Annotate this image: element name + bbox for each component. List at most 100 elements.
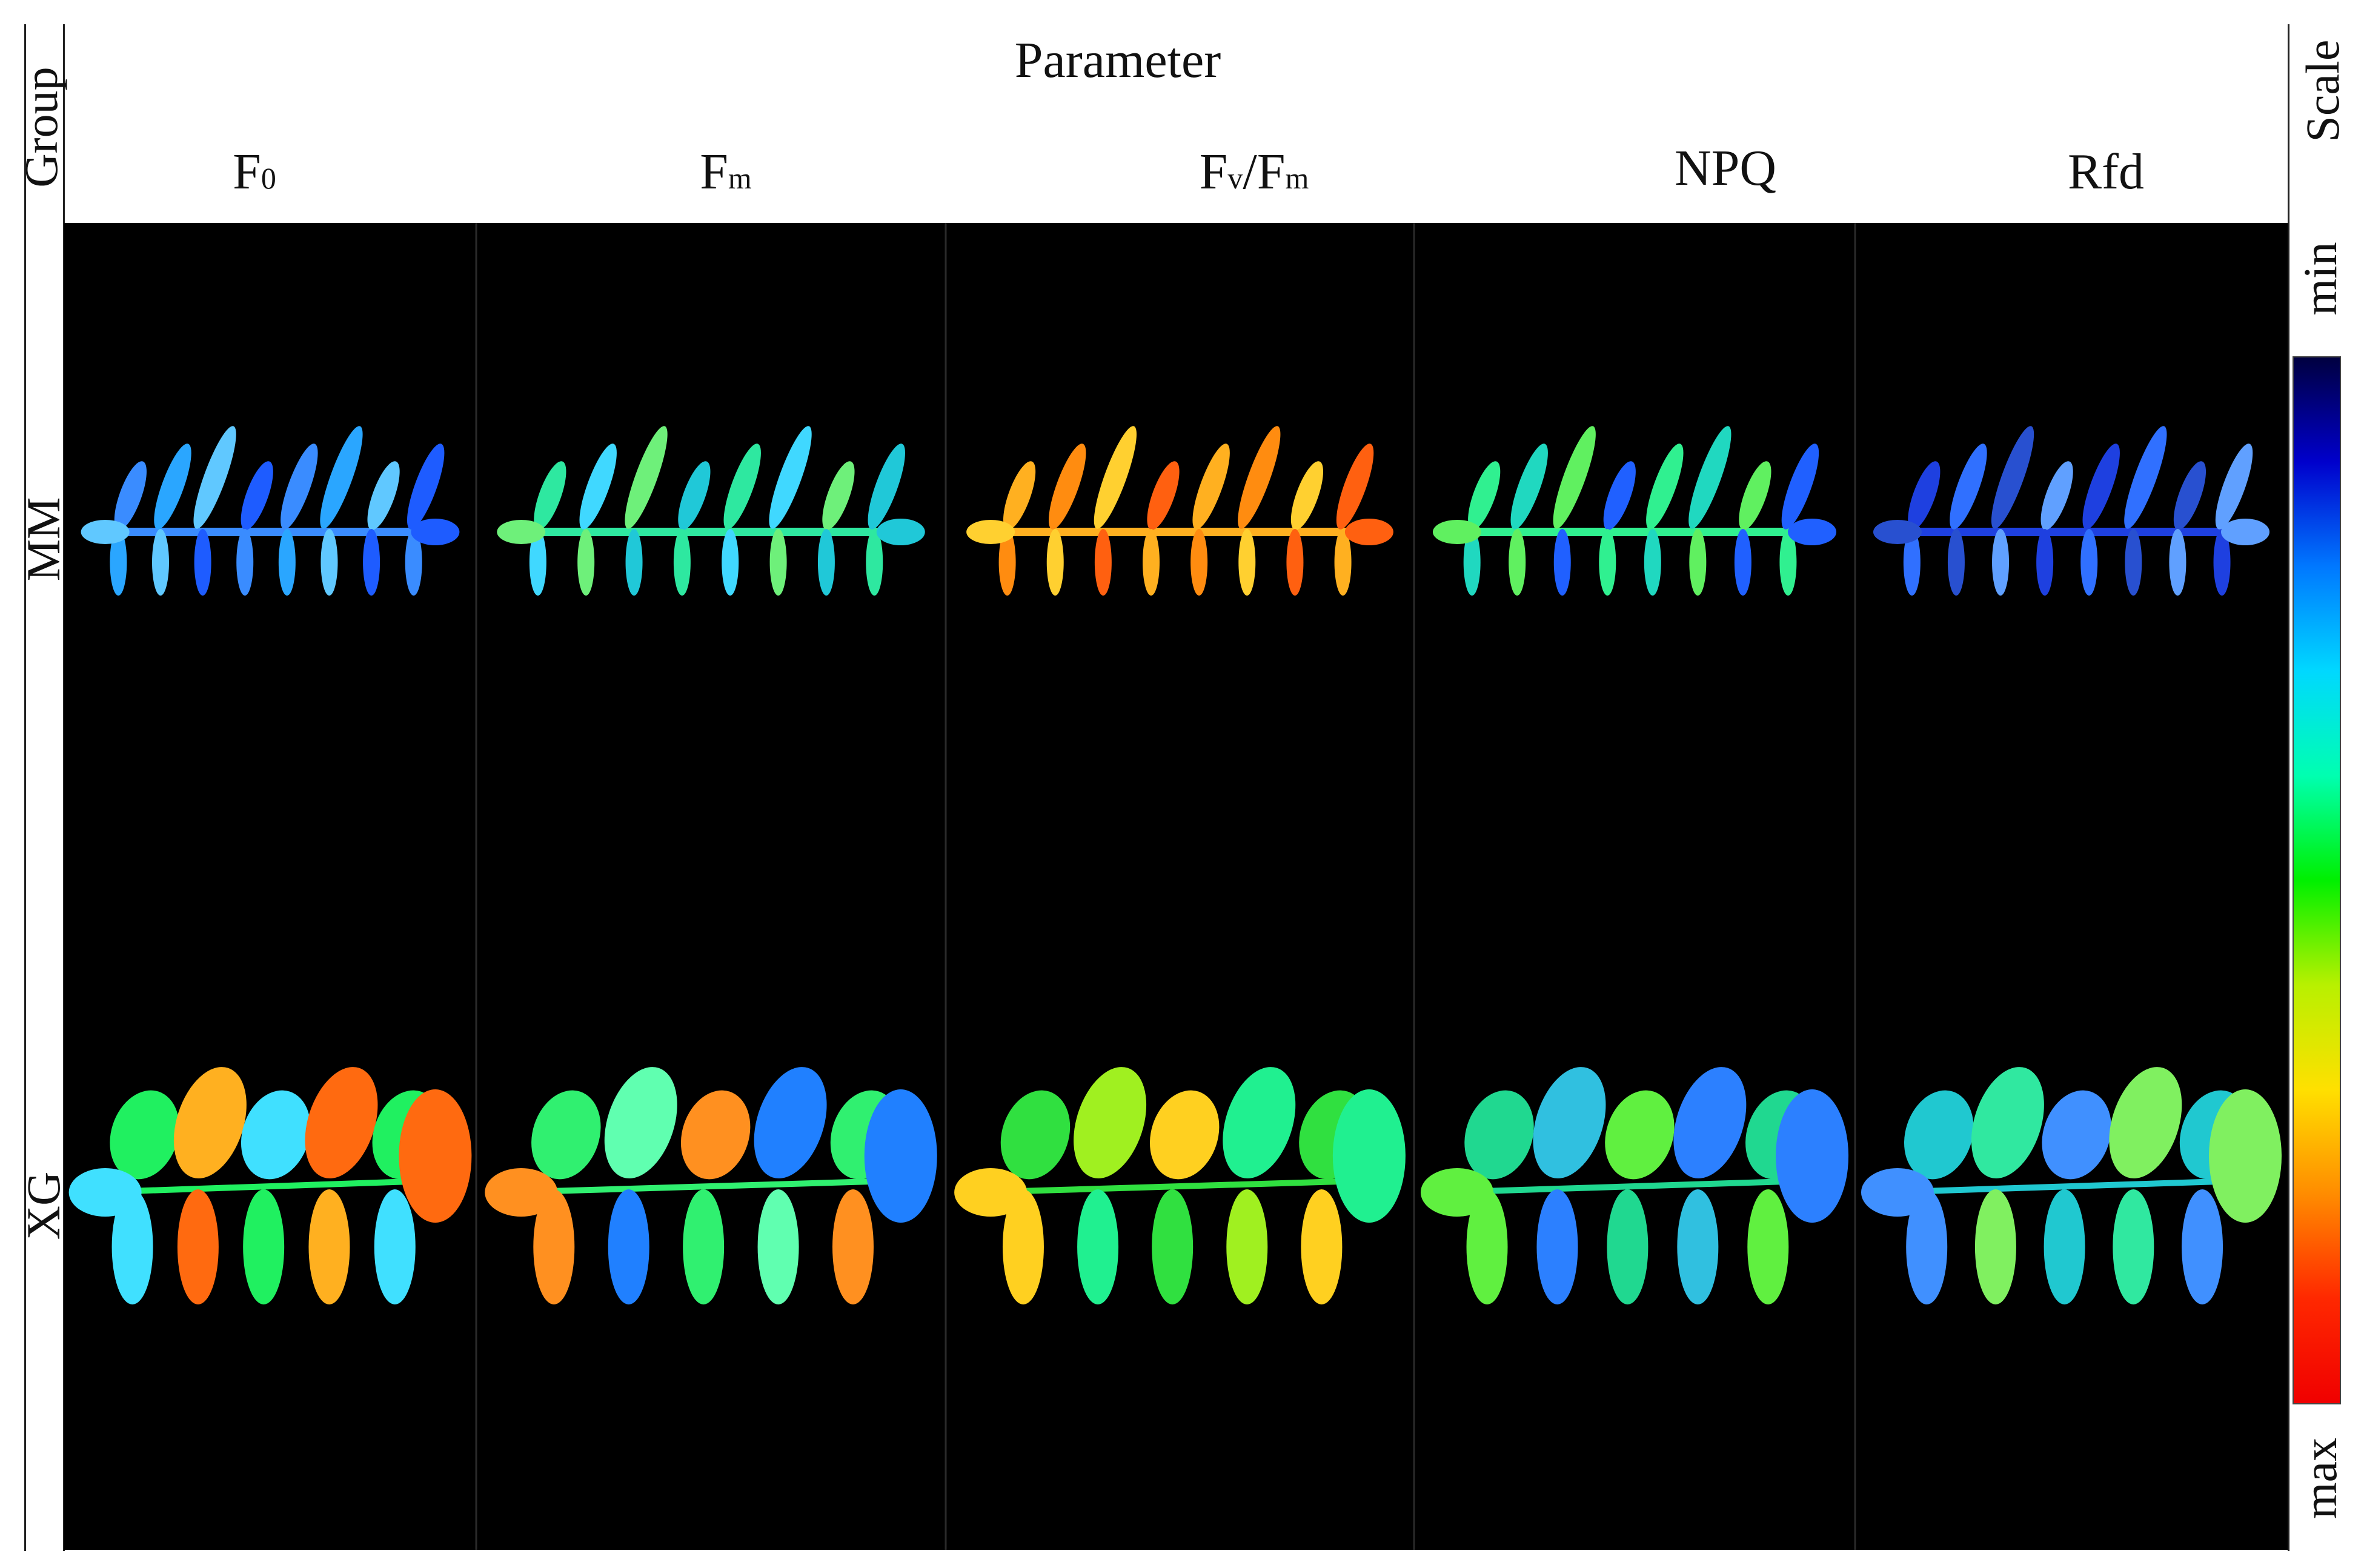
leaflet [832, 1189, 874, 1304]
leaflet [1906, 1189, 1948, 1304]
leaflet [278, 529, 296, 596]
leaflet [367, 461, 400, 530]
leaflet [2042, 1090, 2111, 1180]
column-header-fm-sub: m [728, 161, 752, 195]
leaf-image [497, 426, 925, 596]
leaflet [2082, 443, 2120, 530]
basal-leaflet [1873, 520, 1922, 544]
terminal-leaflet [1788, 519, 1837, 545]
row-label-mm: MM [17, 497, 70, 582]
leaflet [625, 426, 668, 529]
basal-leaflet [1420, 1168, 1493, 1217]
leaflet [1464, 1090, 1534, 1180]
basal-leaflet [954, 1168, 1028, 1217]
leaf-image [81, 426, 460, 596]
leaflet [2040, 461, 2073, 530]
leaflet [817, 529, 835, 596]
leaflet [1673, 1067, 1747, 1178]
leaflet [1607, 1189, 1648, 1304]
leaflet [405, 529, 422, 596]
leaflet [241, 461, 273, 530]
leaflet [998, 529, 1016, 596]
leaflet [1688, 426, 1731, 529]
leaflet [577, 529, 595, 596]
leaflet [1046, 529, 1064, 596]
leaflet [1190, 529, 1208, 596]
leaflet [1553, 426, 1596, 529]
left-panel-line [63, 24, 65, 1551]
leaflet [625, 529, 643, 596]
leaflet [757, 1189, 799, 1304]
leaflet [2125, 529, 2142, 596]
leaflet [2173, 461, 2206, 530]
leaflet [2215, 443, 2253, 530]
column-header-fvfm-slash: /F [1243, 144, 1286, 200]
leaflet [1991, 426, 2034, 529]
leaflet [1223, 1067, 1296, 1178]
leaf-midrib [1444, 1177, 1825, 1195]
leaflet [2182, 1189, 2223, 1304]
terminal-leaflet [876, 519, 925, 545]
leaflet [363, 529, 380, 596]
leaflet [110, 1090, 179, 1180]
leaflet [1603, 461, 1636, 530]
leaflet [608, 1189, 649, 1304]
leaflet [177, 1189, 219, 1304]
leaflet [1904, 1090, 1974, 1180]
basal-leaflet [1432, 520, 1481, 544]
leaflet [1000, 1090, 1071, 1180]
leaf-image [1432, 426, 1837, 596]
terminal-leaflet [2209, 1089, 2282, 1223]
leaflet [1301, 1189, 1343, 1304]
column-header-fvfm-sub2: m [1285, 161, 1309, 195]
leaflet [1739, 461, 1771, 530]
leaflet [1644, 529, 1661, 596]
leaflet [151, 529, 169, 596]
leaflet [2213, 529, 2231, 596]
leaflet [111, 1189, 153, 1304]
leaflet [1336, 443, 1374, 530]
leaflet [1947, 529, 1965, 596]
leaflet [1605, 1090, 1675, 1180]
leaflet [683, 1189, 725, 1304]
leaflet [1992, 529, 2010, 596]
leaflet [1149, 1090, 1220, 1180]
leaflet [154, 443, 191, 530]
leaflet [236, 529, 254, 596]
parameter-label: Parameter [1014, 32, 1221, 88]
leaflet [1689, 529, 1707, 596]
basal-leaflet [497, 520, 546, 544]
leaflet [1468, 461, 1501, 530]
scale-label: Scale [2296, 39, 2349, 142]
terminal-leaflet [2221, 519, 2270, 545]
leaflet [754, 1067, 827, 1178]
leaflet [1074, 1067, 1147, 1178]
leaflet [680, 1090, 751, 1180]
leaflet [281, 443, 318, 530]
leaf-midrib [978, 1177, 1382, 1195]
leaflet [1974, 1189, 2016, 1304]
column-header-f0-sub: 0 [261, 161, 276, 195]
leaflet [769, 426, 812, 529]
leaflet [1646, 443, 1684, 530]
leaflet [1781, 443, 1819, 530]
leaflet [1226, 1189, 1268, 1304]
basal-leaflet [81, 520, 130, 544]
leaflet [1003, 461, 1036, 530]
leaflet [320, 529, 338, 596]
column-header-rfd: Rfd [2068, 147, 2144, 198]
leaflet [579, 443, 617, 530]
terminal-leaflet [1332, 1089, 1406, 1223]
column-header-fvfm-main: F [1199, 144, 1228, 200]
leaflet [868, 443, 906, 530]
leaflet [1509, 529, 1526, 596]
leaflet [241, 1090, 311, 1180]
leaflet [673, 529, 691, 596]
leaflet [678, 461, 711, 530]
leaflet [1002, 1189, 1044, 1304]
leaflet [308, 1189, 350, 1304]
leaflet [1143, 529, 1160, 596]
leaf-image [1873, 426, 2270, 596]
leaflet [1238, 529, 1256, 596]
leaflet [1734, 529, 1751, 596]
